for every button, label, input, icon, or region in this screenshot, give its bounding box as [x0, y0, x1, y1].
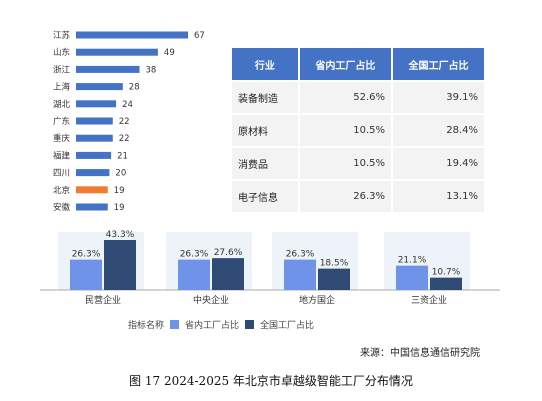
hbar-bar	[76, 100, 117, 108]
hbar-category-label: 湖北	[53, 100, 71, 110]
table-cell: 电子信息	[232, 179, 299, 212]
hbar-category-label: 四川	[53, 169, 70, 179]
hbar-bar	[76, 83, 123, 91]
hbar-value-label: 49	[164, 48, 175, 58]
vbar-value-label: 21.1%	[398, 256, 427, 266]
figure-caption: 图 17 2024-2025 年北京市卓越级智能工厂分布情况	[129, 374, 413, 388]
hbar-category-label: 山东	[53, 47, 70, 58]
vbar-bar	[318, 268, 350, 290]
hbar-value-label: 19	[114, 186, 125, 196]
vbar-bar	[430, 277, 462, 290]
hbar-category-label: 江苏	[53, 30, 71, 41]
table-row: 装备制造 52.6% 39.1%	[232, 80, 484, 114]
vbar-bar	[178, 259, 210, 290]
hbar-bar	[76, 203, 108, 211]
hbar-bar	[76, 48, 158, 56]
hbar-category-label: 福建	[53, 150, 71, 161]
hbar-value-label: 20	[115, 169, 126, 179]
hbar-category-label: 广东	[53, 116, 70, 127]
vbar-value-label: 43.3%	[106, 230, 135, 240]
table-cell: 10.5%	[297, 113, 392, 147]
table-cell: 装备制造	[232, 80, 299, 114]
hbar-value-label: 28	[129, 83, 140, 93]
table-header-province-share: 省内工厂占比	[297, 48, 392, 81]
industry-share-table: 行业 省内工厂占比 全国工厂占比 装备制造 52.6% 39.1% 原材料 10…	[232, 48, 484, 212]
table-header-industry: 行业	[232, 48, 299, 81]
hbar-bar	[76, 169, 110, 177]
hbar-bar	[76, 186, 108, 194]
legend-label-national: 全国工厂占比	[260, 321, 315, 331]
legend-swatch-province	[170, 320, 180, 329]
ownership-bar-chart: 26.3% 43.3% 民营企业 26.3% 27.6% 中央企业 26.3% 18.5% 地方…	[40, 230, 500, 306]
hbar-value-label: 21	[117, 151, 128, 161]
legend-title: 指标名称	[128, 321, 165, 331]
hbar-bar	[76, 117, 113, 125]
hbar-value-label: 67	[194, 31, 205, 41]
hbar-value-label: 38	[146, 65, 157, 75]
hbar-category-label: 重庆	[53, 133, 71, 144]
table-cell: 消费品	[232, 146, 299, 180]
table-header-national-share: 全国工厂占比	[391, 48, 484, 81]
table-row: 原材料 10.5% 28.4%	[232, 113, 484, 147]
hbar-category-label: 北京	[53, 185, 70, 196]
table-cell: 19.4%	[391, 146, 484, 180]
vbar-bar	[396, 265, 428, 290]
vbar-value-label: 10.7%	[432, 268, 461, 278]
vbar-value-label: 26.3%	[286, 250, 315, 260]
vbar-value-label: 18.5%	[320, 259, 349, 269]
table-row: 消费品 10.5% 19.4%	[232, 146, 484, 180]
vbar-value-label: 26.3%	[180, 250, 209, 260]
source-note: 来源：中国信息通信研究院	[360, 348, 480, 359]
hbar-bar	[76, 65, 140, 73]
hbar-bar	[76, 31, 188, 39]
hbar-bar	[76, 134, 113, 142]
hbar-value-label: 22	[119, 134, 130, 144]
table-cell: 13.1%	[391, 179, 484, 212]
vbar-value-label: 26.3%	[72, 250, 101, 260]
vbar-category-label: 中央企业	[193, 294, 229, 306]
table-cell: 原材料	[232, 113, 299, 147]
vbar-category-label: 地方国企	[299, 294, 335, 306]
table-cell: 52.6%	[297, 80, 392, 114]
province-bar-chart: 江苏 67 山东 49 浙江 38 上海 28 湖北 24 广东 22 重庆 22 福建 21 四川 20 北京 19…	[53, 30, 205, 213]
vbar-bar	[104, 240, 136, 290]
hbar-value-label: 24	[122, 100, 133, 110]
vbar-bar	[212, 258, 244, 290]
table-cell: 39.1%	[391, 80, 484, 114]
legend-swatch-national	[245, 320, 255, 329]
hbar-value-label: 19	[114, 203, 125, 213]
vbar-value-label: 27.6%	[214, 248, 243, 258]
vbar-category-label: 三资企业	[411, 294, 447, 306]
hbar-bar	[76, 151, 112, 159]
chart-legend: 指标名称 省内工厂占比 全国工厂占比	[128, 318, 314, 331]
hbar-value-label: 22	[119, 117, 130, 127]
legend-label-province: 省内工厂占比	[185, 321, 240, 331]
hbar-category-label: 浙江	[53, 64, 71, 75]
vbar-category-label: 民营企业	[85, 294, 121, 306]
hbar-category-label: 上海	[53, 82, 71, 93]
table-cell: 26.3%	[297, 179, 392, 212]
table-cell: 10.5%	[297, 146, 392, 180]
vbar-bar	[70, 259, 102, 290]
hbar-category-label: 安徽	[53, 202, 71, 213]
table-row: 电子信息 26.3% 13.1%	[232, 179, 484, 212]
table-cell: 28.4%	[391, 113, 484, 147]
vbar-bar	[284, 259, 316, 290]
